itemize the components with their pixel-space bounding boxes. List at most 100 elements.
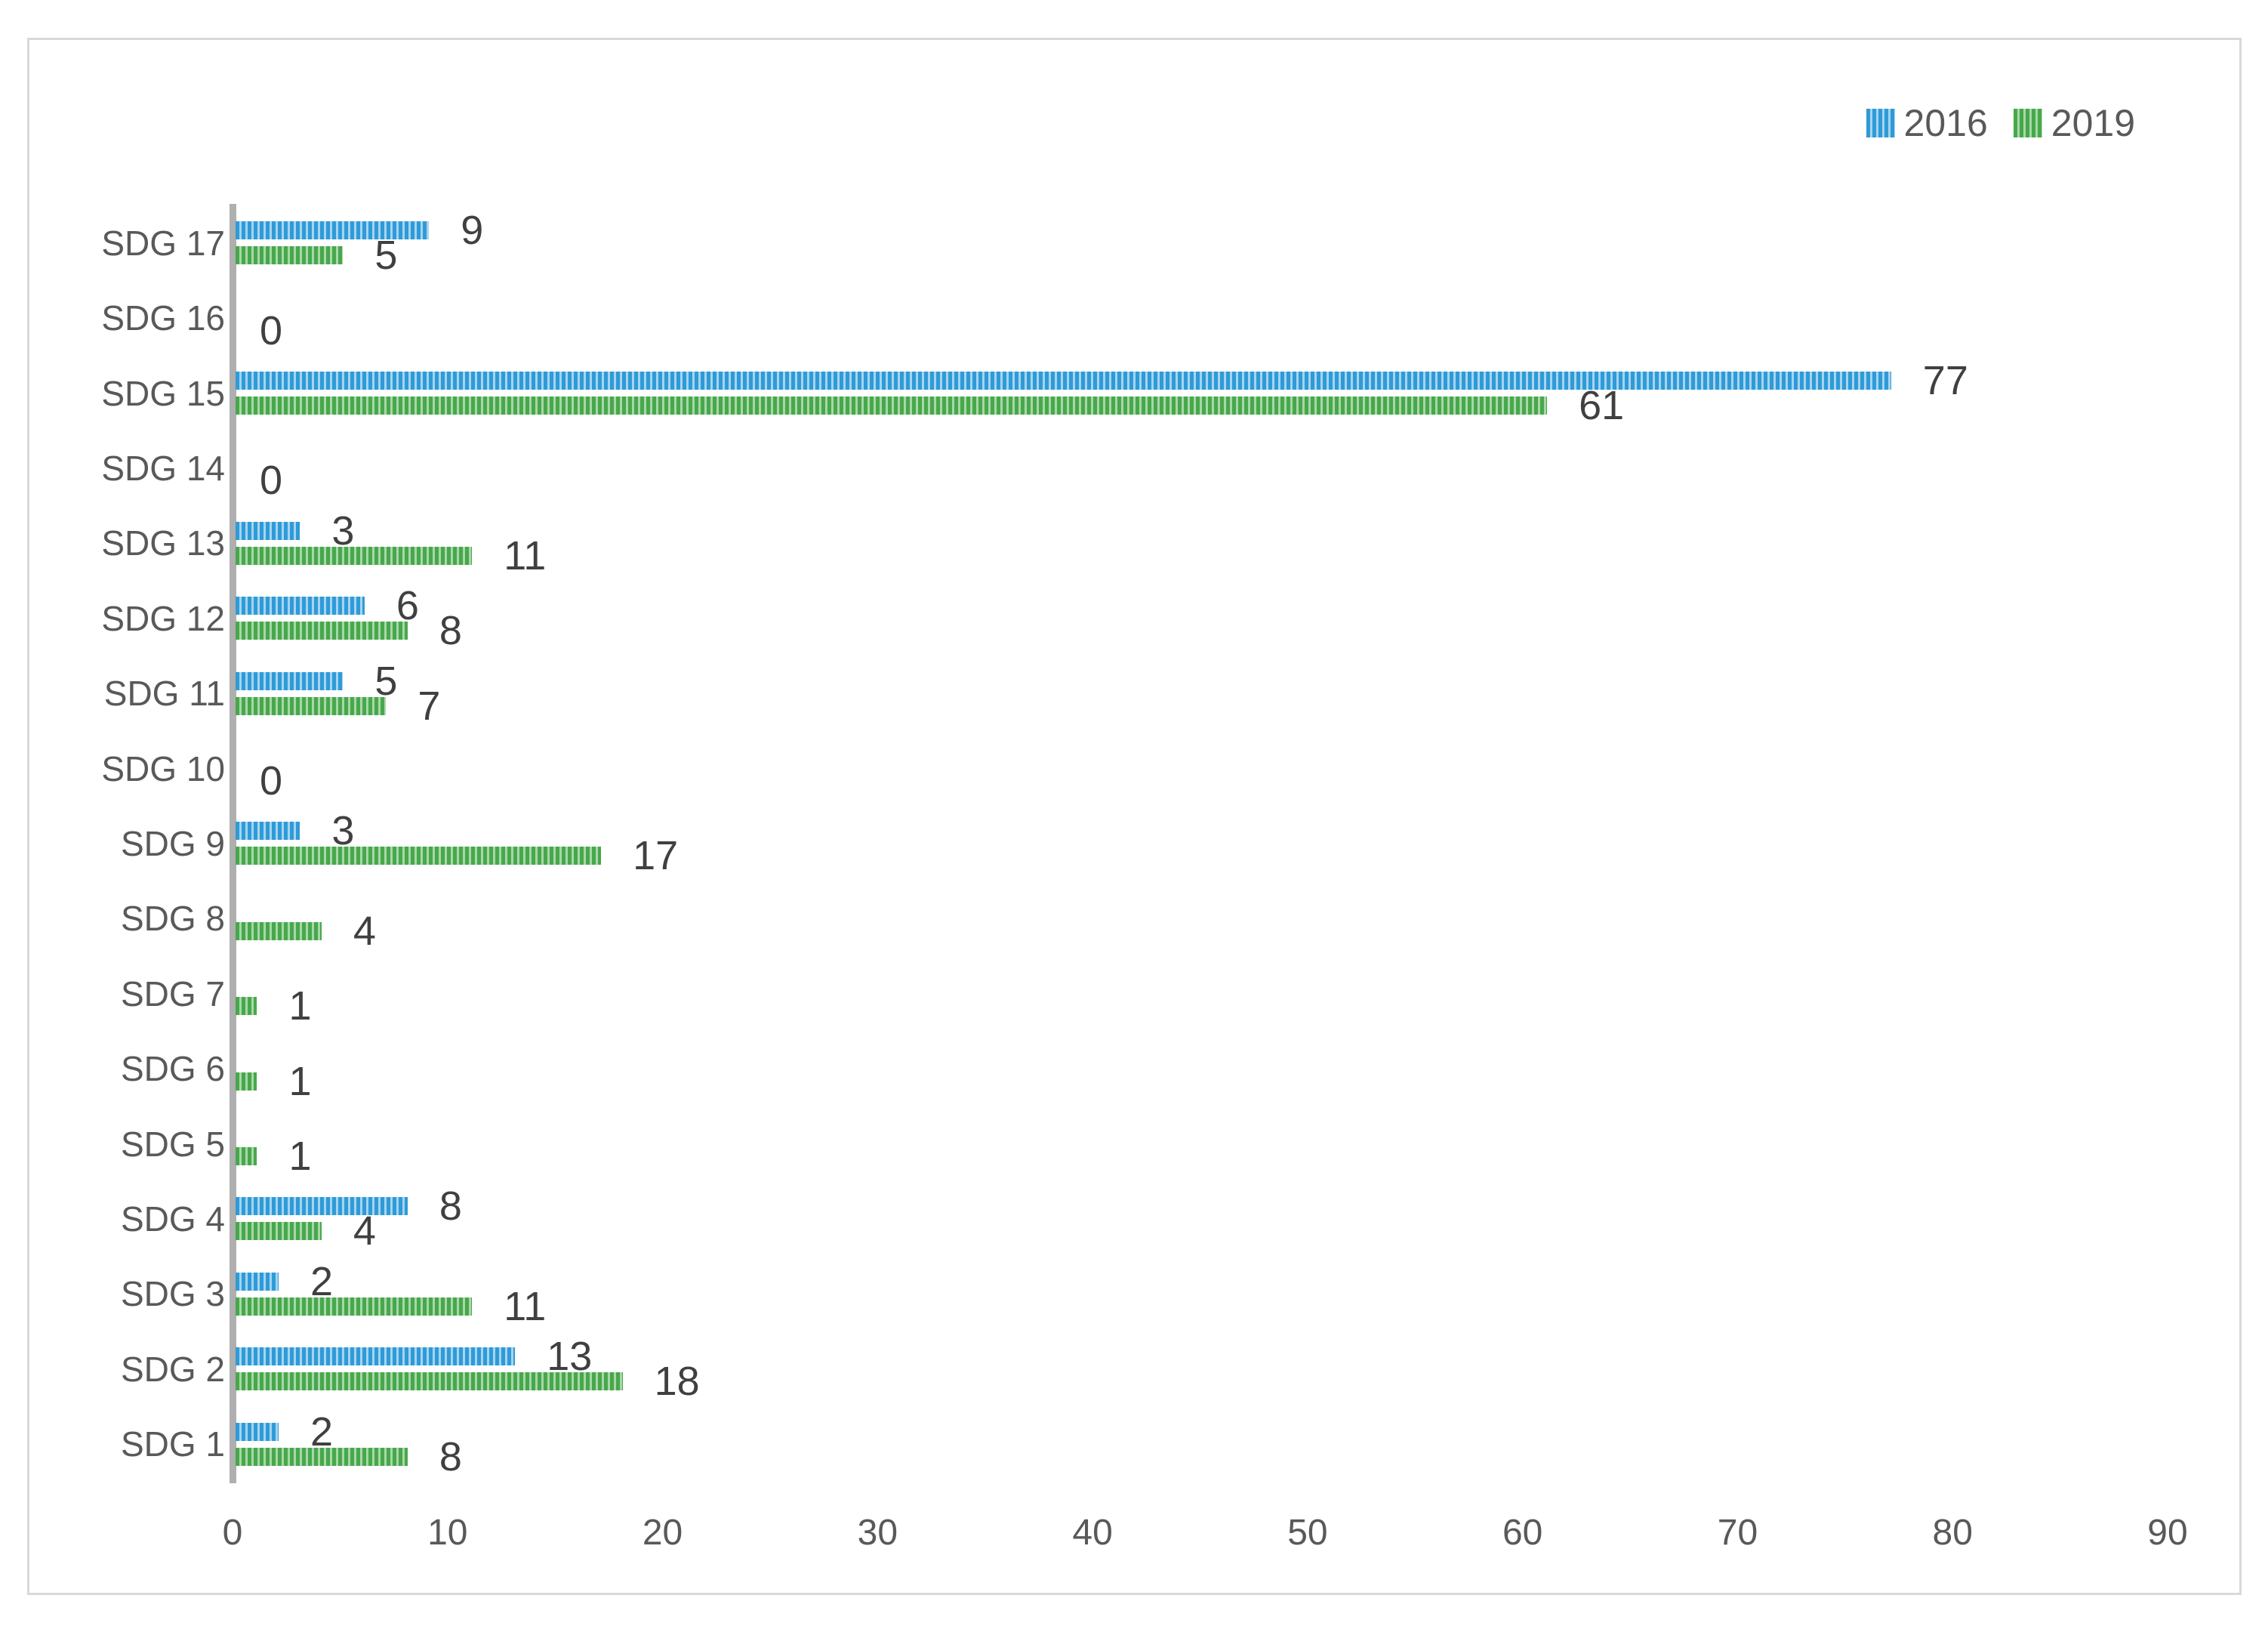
bar-2019-sdg-5 bbox=[236, 1147, 257, 1166]
chart-row-sdg-10: SDG 10 0 bbox=[62, 731, 2171, 806]
x-axis: 0 10 20 30 40 50 60 70 80 90 bbox=[223, 1513, 2188, 1560]
chart-row-sdg-11: SDG 11 5 7 bbox=[62, 656, 2171, 730]
bar-line-2016 bbox=[236, 969, 2171, 994]
bar-2016-sdg-12 bbox=[236, 597, 365, 616]
chart-row-sdg-13: SDG 13 3 11 bbox=[62, 506, 2171, 581]
bar-2019-sdg-7 bbox=[236, 997, 257, 1016]
x-axis-tick-label: 40 bbox=[1072, 1513, 1113, 1553]
bars-group-sdg-9: 3 17 bbox=[236, 806, 2171, 881]
bar-2016-sdg-4 bbox=[236, 1197, 408, 1216]
value-label-2019: 11 bbox=[504, 1283, 547, 1329]
value-label-2019: 4 bbox=[353, 1208, 376, 1254]
bar-2016-sdg-17 bbox=[236, 221, 430, 240]
bar-line-2019: 11 bbox=[236, 535, 2171, 576]
bar-line-2019: 1 bbox=[236, 1061, 2171, 1102]
x-axis-tick-label: 70 bbox=[1717, 1513, 1758, 1553]
chart-row-sdg-6: SDG 6 1 bbox=[62, 1031, 2171, 1106]
y-axis-line bbox=[230, 204, 236, 1483]
category-label: SDG 3 bbox=[120, 1274, 225, 1314]
bar-2019-sdg-4 bbox=[236, 1222, 322, 1241]
value-label-2019: 5 bbox=[374, 233, 398, 279]
category-label: SDG 9 bbox=[120, 823, 225, 863]
bar-2019-sdg-1 bbox=[236, 1447, 408, 1466]
chart-legend: 2016 2019 bbox=[1866, 104, 2135, 142]
category-label: SDG 4 bbox=[120, 1199, 225, 1239]
bar-line-2016: 9 bbox=[236, 210, 2171, 251]
bars-group-sdg-16: 0 bbox=[236, 280, 2171, 355]
value-label-2016: 3 bbox=[331, 808, 355, 854]
bar-line-2016 bbox=[236, 893, 2171, 918]
bar-line-2016 bbox=[236, 293, 2171, 318]
bar-2016-sdg-9 bbox=[236, 822, 300, 841]
value-label-2019: 61 bbox=[1579, 383, 1625, 429]
bars-group-sdg-7: 1 bbox=[236, 956, 2171, 1031]
value-label-2019: 17 bbox=[633, 833, 679, 879]
bar-line-2016: 2 bbox=[236, 1261, 2171, 1302]
bar-2016-sdg-1 bbox=[236, 1422, 279, 1441]
x-axis-tick-label: 50 bbox=[1287, 1513, 1328, 1553]
legend-label-2019: 2019 bbox=[2051, 102, 2135, 144]
bars-group-sdg-14: 0 bbox=[236, 430, 2171, 505]
value-label-2019: 1 bbox=[288, 1134, 312, 1180]
value-label-2016: 9 bbox=[461, 208, 484, 254]
bar-line-2019: 61 bbox=[236, 385, 2171, 426]
chart-row-sdg-14: SDG 14 0 bbox=[62, 430, 2171, 505]
category-label: SDG 5 bbox=[120, 1124, 225, 1164]
bars-group-sdg-15: 77 61 bbox=[236, 356, 2171, 430]
bar-2019-sdg-9 bbox=[236, 847, 602, 865]
bars-group-sdg-10: 0 bbox=[236, 731, 2171, 806]
chart-row-sdg-9: SDG 9 3 17 bbox=[62, 806, 2171, 881]
bar-2019-sdg-11 bbox=[236, 696, 387, 715]
category-label: SDG 8 bbox=[120, 899, 225, 939]
bar-2016-sdg-15 bbox=[236, 372, 1891, 390]
bar-2016-sdg-13 bbox=[236, 521, 300, 540]
bars-group-sdg-3: 2 11 bbox=[236, 1257, 2171, 1331]
bar-2016-sdg-3 bbox=[236, 1272, 279, 1291]
bar-2016-sdg-11 bbox=[236, 671, 344, 690]
value-label-2016: 2 bbox=[310, 1408, 333, 1455]
chart-row-sdg-7: SDG 7 1 bbox=[62, 956, 2171, 1031]
chart-row-sdg-17: SDG 17 9 5 bbox=[62, 205, 2171, 280]
bar-2016-sdg-2 bbox=[236, 1347, 516, 1366]
chart-frame bbox=[27, 38, 2242, 1595]
bar-line-2019: 7 bbox=[236, 686, 2171, 727]
bar-line-2019: 4 bbox=[236, 911, 2171, 952]
value-label-2019: 1 bbox=[288, 1058, 312, 1104]
bar-2019-sdg-13 bbox=[236, 546, 473, 565]
bar-line-2019: 4 bbox=[236, 1211, 2171, 1251]
bars-group-sdg-13: 3 11 bbox=[236, 506, 2171, 581]
x-axis-tick-label: 0 bbox=[222, 1513, 243, 1553]
bar-2019-sdg-15 bbox=[236, 396, 1548, 415]
bar-line-2016: 13 bbox=[236, 1336, 2171, 1377]
bar-line-2019: 8 bbox=[236, 610, 2171, 651]
value-label-2016: 5 bbox=[374, 658, 398, 704]
bar-2019-sdg-17 bbox=[236, 246, 344, 265]
bar-2019-sdg-8 bbox=[236, 921, 322, 940]
category-label: SDG 13 bbox=[101, 523, 225, 563]
category-label: SDG 16 bbox=[101, 298, 225, 338]
bar-line-2016 bbox=[236, 744, 2171, 769]
bar-line-2019: 17 bbox=[236, 835, 2171, 876]
bar-line-2016: 8 bbox=[236, 1186, 2171, 1226]
x-axis-tick-label: 80 bbox=[1932, 1513, 1973, 1553]
bar-line-2016 bbox=[236, 1119, 2171, 1144]
value-label-2019: 1 bbox=[288, 983, 312, 1029]
bar-2019-sdg-6 bbox=[236, 1072, 257, 1091]
category-label: SDG 14 bbox=[101, 448, 225, 488]
bar-line-2019: 0 bbox=[236, 310, 2171, 351]
legend-item-2019: 2019 bbox=[2013, 102, 2135, 144]
category-label: SDG 11 bbox=[103, 674, 225, 714]
value-label-2016: 77 bbox=[1922, 358, 1968, 404]
legend-label-2016: 2016 bbox=[1903, 102, 1988, 144]
value-label-2019: 0 bbox=[260, 307, 283, 353]
bar-line-2016: 5 bbox=[236, 661, 2171, 702]
value-label-2016: 13 bbox=[547, 1334, 593, 1380]
bar-line-2019: 18 bbox=[236, 1361, 2171, 1402]
value-label-2016: 2 bbox=[310, 1258, 333, 1304]
x-axis-tick-label: 10 bbox=[427, 1513, 468, 1553]
category-label: SDG 10 bbox=[101, 748, 225, 788]
